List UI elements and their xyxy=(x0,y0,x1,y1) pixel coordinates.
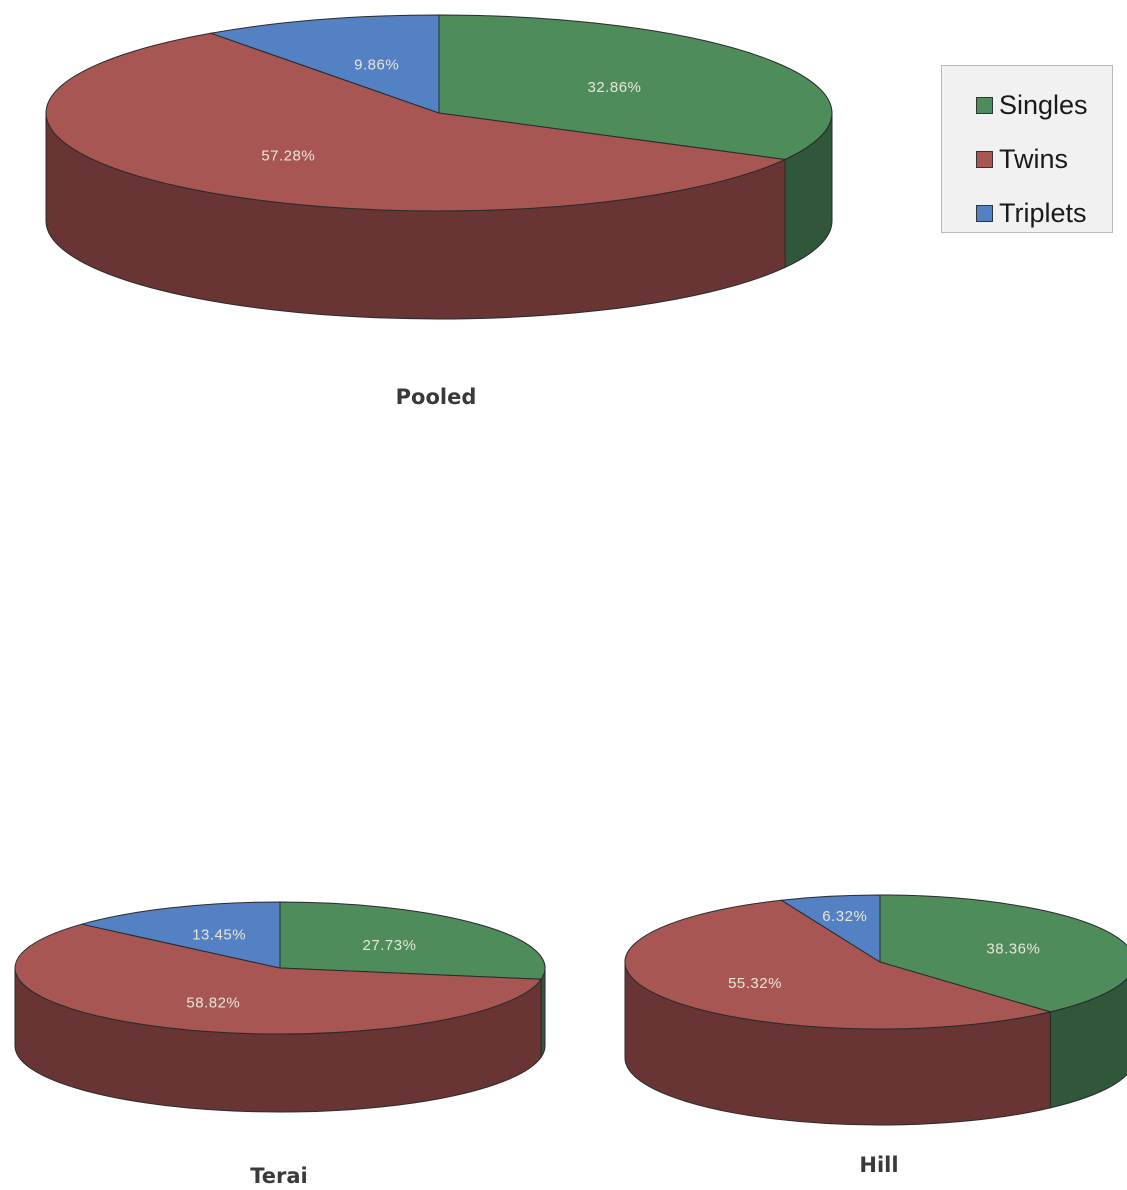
slice-label-twins: 55.32% xyxy=(728,975,782,992)
pie-tops xyxy=(45,14,833,212)
pie-tops xyxy=(14,901,546,1035)
chart-title: Terai xyxy=(250,1164,308,1188)
pie-slice-triplets xyxy=(81,901,281,969)
legend-item-singles: Singles xyxy=(942,78,1112,132)
pie-slice-singles xyxy=(279,901,546,980)
pie-side-singles xyxy=(540,967,546,1059)
slice-label-twins: 57.28% xyxy=(261,148,315,165)
slice-label-triplets: 9.86% xyxy=(354,56,399,73)
chart-title: Hill xyxy=(859,1153,898,1177)
legend: Singles Twins Triplets xyxy=(941,65,1113,233)
pie-chart-hill: 38.36% 55.32% 6.32% Hill xyxy=(624,894,1127,1177)
legend-swatch-singles xyxy=(976,96,993,114)
legend-item-triplets: Triplets xyxy=(942,186,1112,240)
legend-item-twins: Twins xyxy=(942,132,1112,186)
legend-label-singles: Singles xyxy=(999,89,1088,120)
slice-label-singles: 32.86% xyxy=(588,79,642,96)
pie-slice-twins xyxy=(45,32,787,212)
slice-label-triplets: 6.32% xyxy=(822,908,867,925)
legend-swatch-twins xyxy=(976,150,993,168)
pie-chart-pooled: 32.86% 57.28% 9.86% Pooled xyxy=(45,14,833,409)
pie-slice-twins xyxy=(14,923,543,1035)
pie-tops xyxy=(624,894,1127,1030)
pie-slice-triplets xyxy=(208,14,440,114)
pie-slice-triplets xyxy=(779,894,881,963)
slice-label-singles: 27.73% xyxy=(363,937,417,954)
slice-label-singles: 38.36% xyxy=(986,941,1040,958)
pie-slice-singles xyxy=(438,14,833,160)
pie-chart-terai: 27.73% 58.82% 13.45% Terai xyxy=(14,901,546,1188)
slice-label-triplets: 13.45% xyxy=(192,926,246,943)
slice-label-twins: 58.82% xyxy=(186,994,240,1011)
pie-slice-singles xyxy=(879,894,1127,1013)
legend-swatch-triplets xyxy=(976,204,993,222)
pie-slice-twins xyxy=(624,899,1053,1030)
chart-title: Pooled xyxy=(396,385,477,409)
legend-label-triplets: Triplets xyxy=(999,197,1087,228)
legend-label-twins: Twins xyxy=(999,143,1069,174)
pie-sides xyxy=(45,112,833,320)
